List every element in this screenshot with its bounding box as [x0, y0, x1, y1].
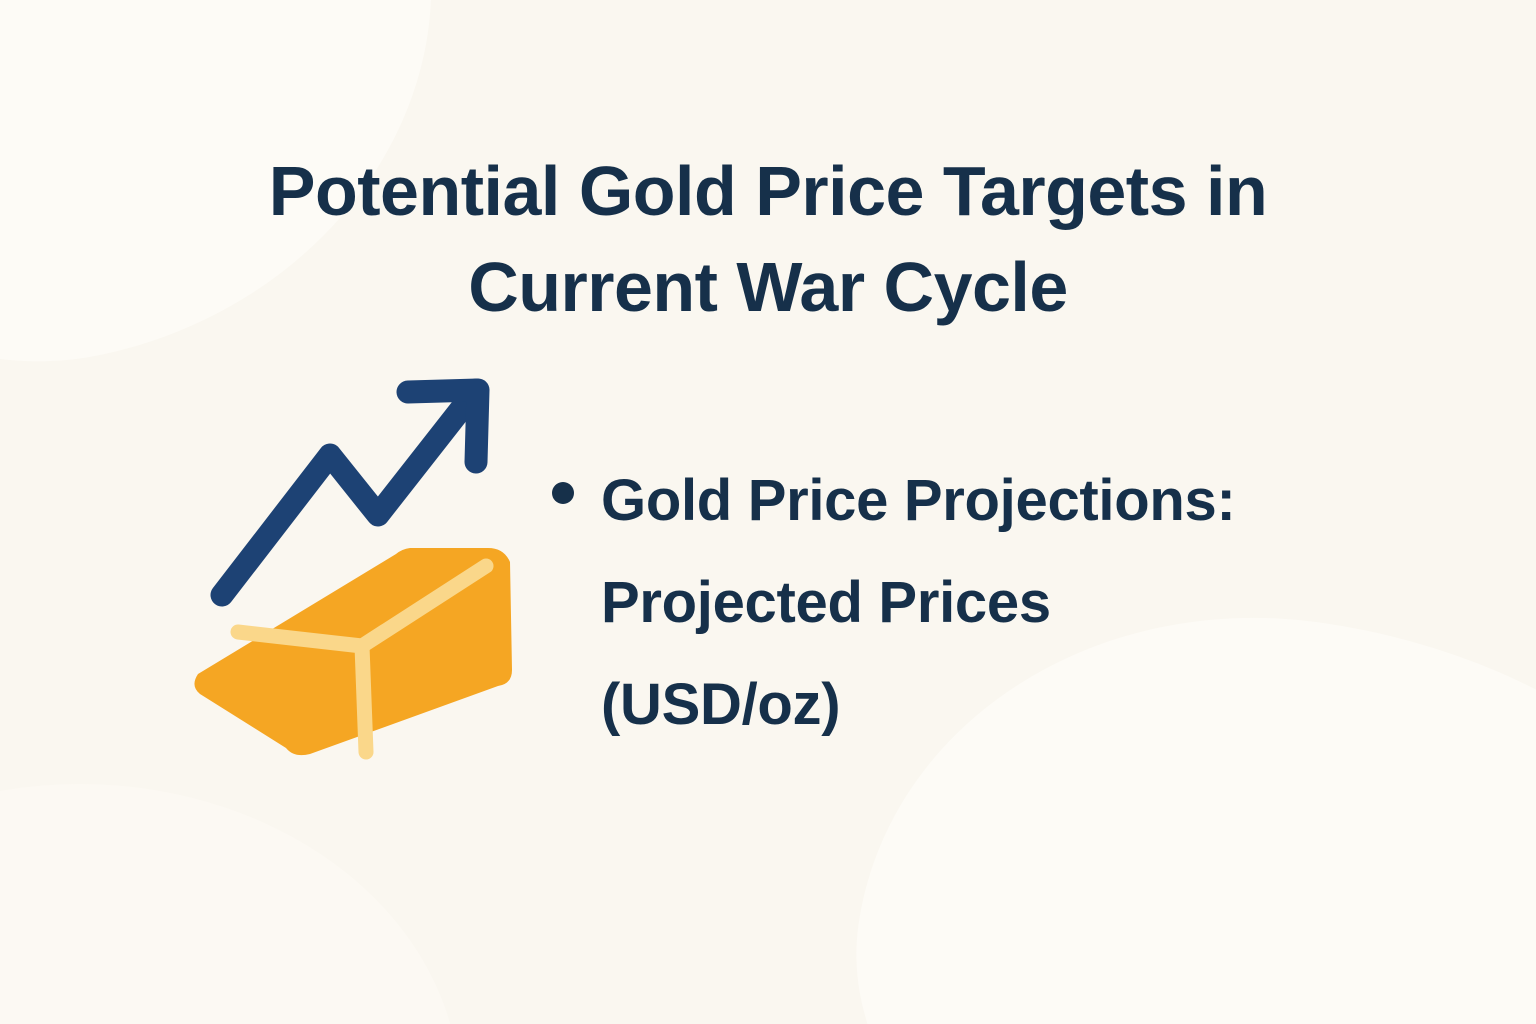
bullet-item-line-1: Gold Price Projections: [601, 468, 1236, 533]
gold-bar-icon [194, 548, 512, 760]
slide-body: Gold Price Projections: Projected Prices… [0, 370, 1536, 790]
slide-title: Potential Gold Price Targets in Current … [0, 143, 1536, 335]
upward-trend-arrow-icon [210, 378, 490, 607]
bullet-item-text: Gold Price Projections: Projected Prices… [601, 450, 1236, 756]
bullet-point-marker [552, 482, 574, 504]
bullet-item-line-2: Projected Prices [601, 570, 1051, 635]
gold-bar-rising-arrow-icon [186, 370, 516, 770]
bullet-item-line-3: (USD/oz) [601, 672, 841, 737]
slide-title-line-2: Current War Cycle [468, 247, 1068, 326]
bullet-list: Gold Price Projections: Projected Prices… [552, 450, 1452, 756]
gold-bar-highlight-lines [230, 558, 494, 760]
slide-title-line-1: Potential Gold Price Targets in [268, 151, 1268, 230]
list-item: Gold Price Projections: Projected Prices… [552, 450, 1452, 756]
decorative-blob-bottom-left [0, 784, 460, 1024]
